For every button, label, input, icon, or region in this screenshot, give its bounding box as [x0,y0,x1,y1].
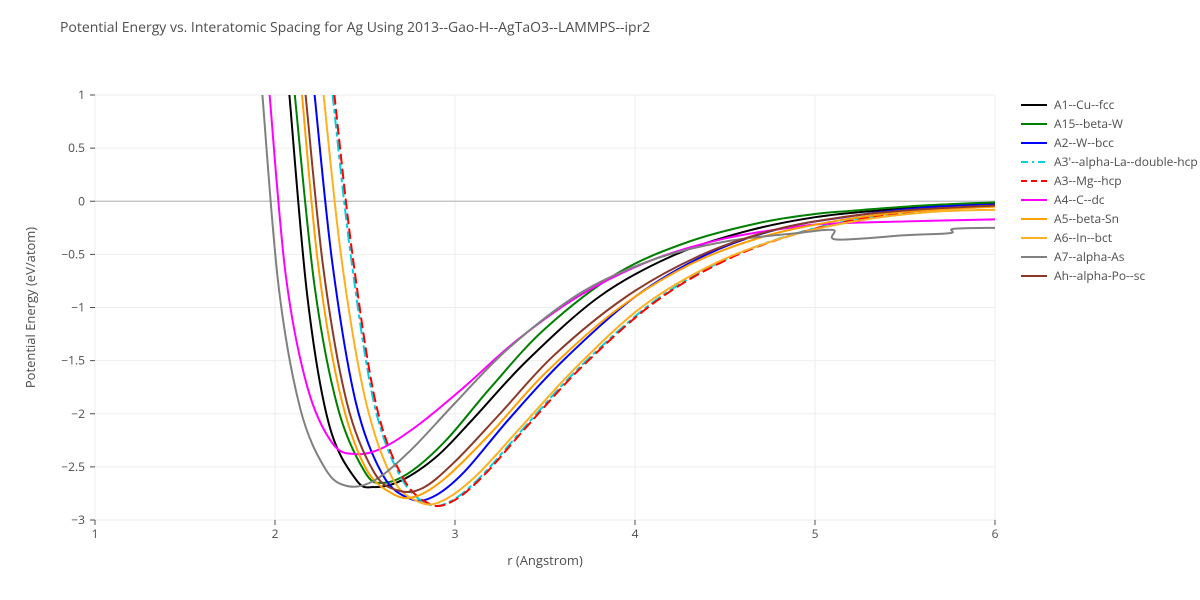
series-line[interactable] [270,95,995,454]
legend-item[interactable]: A7--alpha-As [1020,247,1198,266]
x-tick-label: 4 [632,525,639,542]
legend-swatch [1020,213,1048,225]
legend-swatch [1020,232,1048,244]
y-tick-label: −2 [71,405,85,422]
legend-label: A15--beta-W [1054,115,1123,132]
legend-label: A6--In--bct [1054,229,1112,246]
y-tick-label: −3 [71,511,85,528]
legend-item[interactable]: A1--Cu--fcc [1020,95,1198,114]
series-line[interactable] [302,95,995,498]
legend-item[interactable]: A2--W--bcc [1020,133,1198,152]
legend-swatch [1020,251,1048,263]
legend-swatch [1020,137,1048,149]
legend-swatch [1020,175,1048,187]
x-tick-label: 6 [992,525,999,542]
legend-label: Ah--alpha-Po--sc [1054,267,1145,284]
x-tick-label: 2 [272,525,279,542]
x-tick-label: 5 [812,525,819,542]
legend-label: A7--alpha-As [1054,248,1124,265]
y-tick-label: −1.5 [61,352,85,369]
legend-label: A3'--alpha-La--double-hcp [1054,153,1198,170]
series-line[interactable] [334,95,995,506]
legend-swatch [1020,99,1048,111]
legend-label: A4--C--dc [1054,191,1105,208]
legend-item[interactable]: A5--beta-Sn [1020,209,1198,228]
x-axis-label: r (Angstrom) [507,551,583,569]
legend-item[interactable]: A15--beta-W [1020,114,1198,133]
legend-item[interactable]: A6--In--bct [1020,228,1198,247]
legend-label: A5--beta-Sn [1054,210,1119,227]
y-tick-label: 0.5 [68,139,85,156]
legend-item[interactable]: A3--Mg--hcp [1020,171,1198,190]
y-axis-label: Potential Energy (eV/atom) [21,227,39,388]
x-tick-label: 1 [92,525,99,542]
legend-label: A3--Mg--hcp [1054,172,1122,189]
y-tick-label: −2.5 [61,458,85,475]
series-line[interactable] [333,95,995,506]
y-tick-label: 0 [78,192,85,209]
legend-item[interactable]: Ah--alpha-Po--sc [1020,266,1198,285]
y-tick-label: −0.5 [61,245,85,262]
chart-plot: 1 2 3 4 5 6 −3 −2.5 −2 −1.5 −1 −0.5 0 0.5 1 r (Angstro… [0,0,1200,600]
legend-swatch [1020,156,1048,168]
x-tick-label: 3 [452,525,459,542]
legend-swatch [1020,270,1048,282]
legend-item[interactable]: A3'--alpha-La--double-hcp [1020,152,1198,171]
legend-item[interactable]: A4--C--dc [1020,190,1198,209]
y-tick-label: 1 [78,86,85,103]
legend-label: A1--Cu--fcc [1054,96,1114,113]
legend-swatch [1020,118,1048,130]
legend: A1--Cu--fcc A15--beta-W A2--W--bcc A3'--alp… [1020,95,1198,285]
legend-label: A2--W--bcc [1054,134,1114,151]
y-tick-label: −1 [71,299,85,316]
legend-swatch [1020,194,1048,206]
